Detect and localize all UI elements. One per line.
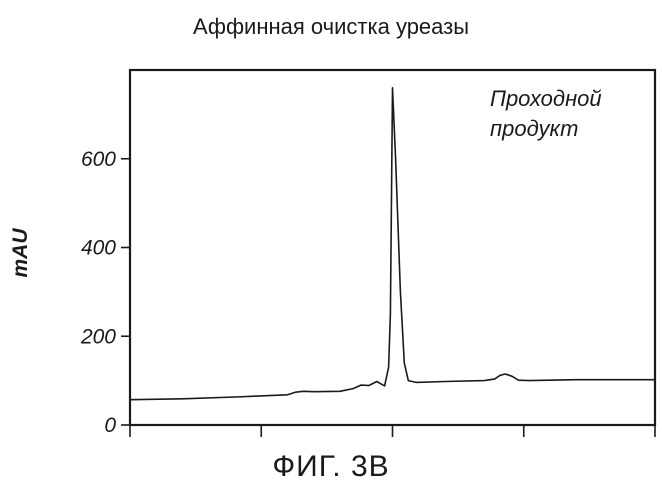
x-axis <box>129 425 656 437</box>
annotation-line: Проходной <box>490 86 602 111</box>
annotation-line: продукт <box>490 116 578 141</box>
y-tick-label: 600 <box>81 148 116 171</box>
series-group <box>129 87 656 401</box>
y-tick-label: 0 <box>104 414 116 437</box>
y-axis-label: mAU <box>9 228 32 278</box>
y-tick-label: 200 <box>80 325 116 348</box>
y-axis: 0 200 400 600 <box>80 148 130 437</box>
y-tick-label: 400 <box>81 237 116 260</box>
figure-label: ФИГ. 3В <box>272 450 390 483</box>
series-line <box>129 87 656 401</box>
annotation-group: Проходной продукт <box>490 86 602 141</box>
chart-title: Аффинная очистка уреазы <box>192 14 470 39</box>
